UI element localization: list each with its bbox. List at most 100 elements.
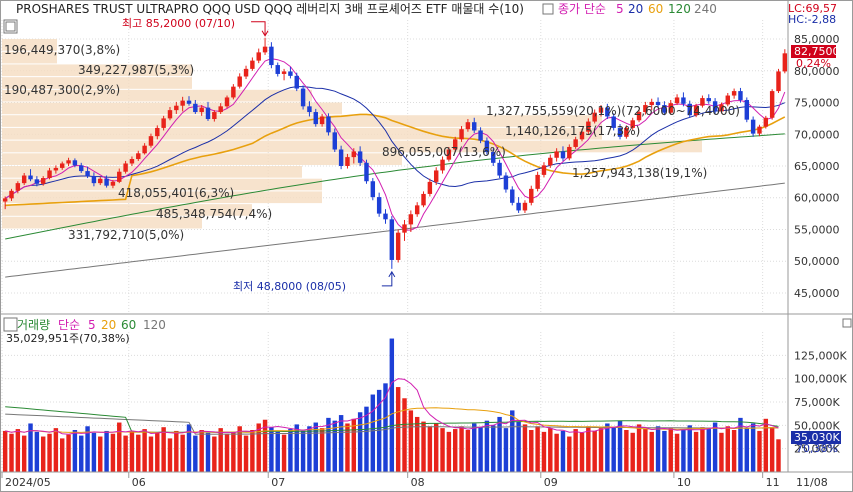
candle-body bbox=[478, 130, 483, 141]
ma120-line bbox=[5, 133, 785, 240]
low-marker bbox=[381, 271, 393, 287]
volume-bar bbox=[180, 434, 185, 472]
candle-body bbox=[465, 122, 471, 130]
volume-bar bbox=[643, 429, 648, 472]
price-moving-averages bbox=[4, 58, 786, 278]
ma20-line bbox=[4, 86, 785, 199]
candle-body bbox=[269, 46, 274, 66]
volume-profile-label: 1,327,755,559(20,1%)(72,6000~74,4000) bbox=[486, 104, 740, 118]
volume-ma-label: 단순 bbox=[58, 318, 80, 332]
ma-legend-box bbox=[542, 3, 554, 15]
candle-body bbox=[744, 99, 750, 120]
candle-body bbox=[567, 146, 572, 159]
volume-bar bbox=[281, 434, 287, 472]
volume-profile-label: 349,227,987(5,3%) bbox=[78, 63, 194, 77]
price-tag: 82,7500 bbox=[794, 45, 840, 58]
volume-bar bbox=[129, 431, 135, 472]
candle-body bbox=[104, 178, 109, 186]
volume-bar bbox=[66, 434, 71, 472]
volume-profile-band bbox=[2, 216, 202, 229]
volume-bar bbox=[763, 418, 769, 472]
volume-profile-label: 190,487,300(2,9%) bbox=[4, 83, 120, 97]
volume-bar bbox=[617, 420, 623, 472]
candle-body bbox=[414, 205, 420, 215]
volume-bar bbox=[674, 433, 680, 472]
candle-body bbox=[313, 112, 318, 125]
candle-body bbox=[548, 157, 553, 166]
volume-bar bbox=[700, 427, 705, 472]
price-tick-label: 75,0000 bbox=[794, 97, 840, 110]
candle-body bbox=[376, 197, 382, 214]
candle-body bbox=[288, 71, 293, 76]
candle-body bbox=[262, 46, 268, 53]
candle-body bbox=[40, 178, 46, 184]
volume-bar bbox=[53, 428, 59, 472]
candle-body bbox=[275, 65, 280, 74]
candle-body bbox=[655, 101, 661, 106]
volume-bar bbox=[452, 429, 458, 472]
candle-body bbox=[237, 76, 242, 87]
volume-bar bbox=[148, 436, 154, 472]
volume-bar bbox=[21, 435, 27, 472]
x-tick-label: 06 bbox=[132, 476, 146, 489]
volume-bar bbox=[79, 435, 84, 472]
volume-bar bbox=[269, 427, 274, 472]
volume-bar bbox=[586, 426, 591, 472]
volume-bar bbox=[47, 433, 52, 472]
volume-bar bbox=[446, 431, 452, 472]
candle-body bbox=[719, 104, 724, 112]
volume-profile-label: 196,449,370(3,8%) bbox=[4, 43, 120, 57]
ma5-line bbox=[4, 58, 786, 231]
x-tick-label: 10 bbox=[677, 476, 691, 489]
volume-tag: 35,030K bbox=[794, 431, 840, 444]
volume-bar bbox=[256, 423, 261, 472]
candle-body bbox=[218, 106, 223, 113]
volume-bar bbox=[395, 387, 401, 472]
low-annotation: 최저 48,8000 (08/05) bbox=[233, 280, 346, 293]
candle-body bbox=[155, 127, 160, 137]
candle-body bbox=[674, 97, 680, 104]
price-tick-label: 45,0000 bbox=[794, 287, 840, 300]
volume-bar bbox=[662, 430, 667, 472]
candle-body bbox=[668, 103, 673, 113]
volume-bar bbox=[357, 412, 363, 472]
price-tick-label: 50,0000 bbox=[794, 255, 840, 268]
volume-bar bbox=[522, 424, 528, 472]
volume-profile-label: 485,348,754(7,4%) bbox=[156, 207, 272, 221]
high-marker bbox=[251, 21, 266, 35]
candle-body bbox=[212, 112, 217, 120]
volume-bar bbox=[167, 438, 173, 472]
candle-body bbox=[332, 132, 338, 150]
expand-icon[interactable] bbox=[3, 19, 18, 34]
volume-bar bbox=[668, 428, 673, 472]
volume-bar bbox=[91, 432, 97, 472]
candle-body bbox=[205, 107, 211, 120]
candle-body bbox=[510, 189, 515, 203]
volume-tag-box bbox=[791, 431, 841, 444]
collapse-icon[interactable] bbox=[842, 318, 852, 328]
volume-bar bbox=[28, 423, 33, 472]
candle-body bbox=[402, 224, 407, 233]
volume-bar bbox=[605, 423, 610, 472]
volume-profile-label: 1,140,126,175(17,3%) bbox=[505, 124, 640, 138]
volume-bar bbox=[237, 426, 242, 472]
candle-body bbox=[326, 116, 331, 133]
volume-bar bbox=[313, 422, 318, 472]
candle-body bbox=[395, 232, 401, 260]
volume-ma-120: 120 bbox=[143, 318, 166, 332]
volume-bar bbox=[687, 425, 692, 472]
volume-expand-icon[interactable] bbox=[3, 317, 18, 332]
lc-label: LC:69,57 bbox=[788, 2, 837, 15]
volume-bar bbox=[15, 429, 21, 472]
ma-legend-5: 5 bbox=[616, 2, 624, 16]
volume-bar bbox=[503, 428, 509, 472]
ma60-line bbox=[5, 113, 786, 207]
candle-body bbox=[193, 103, 198, 113]
candle-body bbox=[560, 151, 566, 159]
volume-bar bbox=[484, 420, 490, 472]
volume-bar bbox=[205, 432, 211, 472]
candle-body bbox=[294, 75, 299, 89]
volume-profile-band bbox=[2, 204, 252, 216]
candle-body bbox=[592, 112, 597, 122]
